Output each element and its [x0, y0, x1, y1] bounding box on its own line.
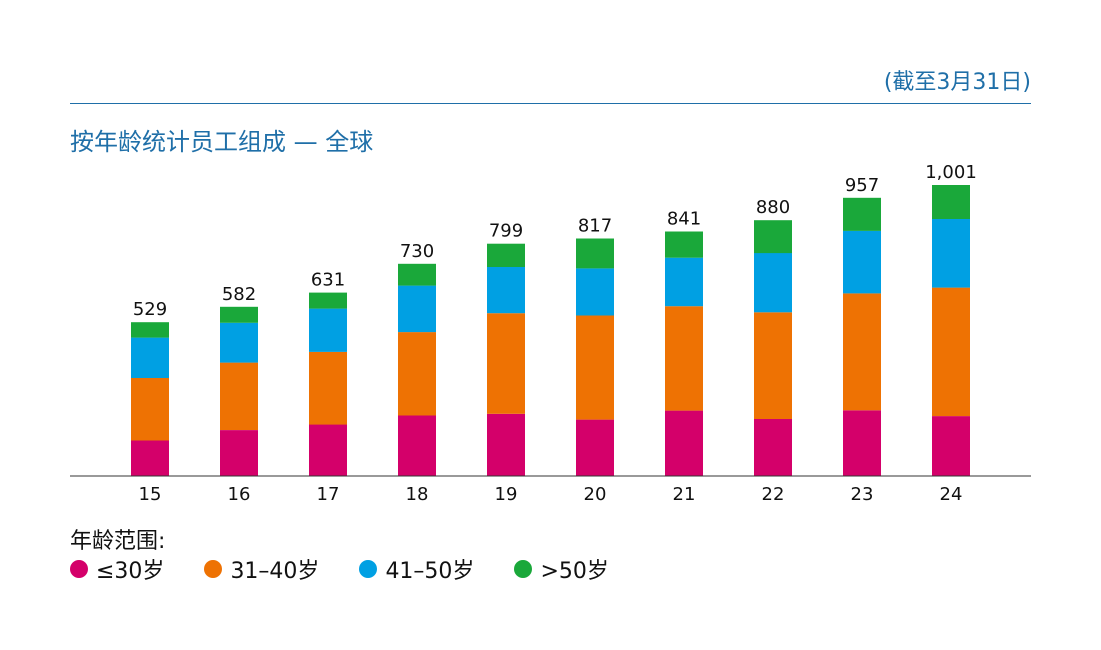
bar-segment-under-30-21	[665, 410, 703, 476]
x-tick-15: 15	[139, 484, 162, 505]
total-label-19: 799	[489, 221, 523, 242]
bar-segment-under-30-19	[487, 413, 525, 476]
total-label-15: 529	[133, 299, 167, 320]
legend-label: >50岁	[540, 559, 609, 584]
total-label-20: 817	[578, 216, 612, 237]
bar-segment-under-30-23	[843, 410, 881, 476]
bar-segment-41-50-20	[576, 268, 614, 316]
legend: ≤30岁 31–40岁 41–50岁 >50岁	[70, 553, 649, 585]
bar-segment-31-40-19	[487, 313, 525, 414]
legend-swatch	[514, 560, 533, 578]
bar-segment-under-30-24	[932, 416, 970, 476]
date-note: (截至3月31日)	[883, 70, 1031, 95]
bar-segment-over-50-17	[309, 292, 347, 309]
legend-item-over-50: >50岁	[514, 553, 609, 585]
bar-segment-31-40-20	[576, 315, 614, 420]
bar-segment-over-50-23	[843, 197, 881, 231]
bar-segment-under-30-17	[309, 424, 347, 476]
bar-segment-over-50-21	[665, 231, 703, 258]
bar-segment-41-50-23	[843, 230, 881, 294]
bar-group: 529 582 631 730 799 817 841 880 957 1,001	[131, 162, 977, 476]
legend-item-under-30: ≤30岁	[70, 553, 164, 585]
header-divider	[70, 103, 1031, 104]
bar-segment-31-40-21	[665, 306, 703, 411]
x-tick-labels: 15 16 17 18 19 20 21 22 23 24	[139, 484, 963, 505]
x-tick-24: 24	[940, 484, 963, 505]
bar-segment-31-40-17	[309, 351, 347, 425]
bar-segment-over-50-16	[220, 306, 258, 323]
legend-swatch	[359, 560, 378, 578]
bar-segment-over-50-24	[932, 185, 970, 219]
x-tick-16: 16	[228, 484, 251, 505]
x-tick-22: 22	[762, 484, 785, 505]
bar-segment-41-50-21	[665, 257, 703, 307]
legend-item-41-50: 41–50岁	[359, 553, 474, 585]
bar-segment-41-50-22	[754, 253, 792, 313]
bar-segment-under-30-16	[220, 430, 258, 476]
total-label-21: 841	[667, 209, 701, 230]
legend-item-31-40: 31–40岁	[204, 553, 319, 585]
bar-segment-under-30-22	[754, 419, 792, 476]
bar-segment-over-50-20	[576, 238, 614, 269]
bar-segment-41-50-19	[487, 267, 525, 314]
legend-swatch	[204, 560, 223, 578]
bar-segment-41-50-24	[932, 219, 970, 288]
bar-segment-31-40-23	[843, 293, 881, 411]
bar-segment-41-50-16	[220, 322, 258, 363]
total-label-17: 631	[311, 270, 345, 291]
total-label-23: 957	[845, 175, 879, 196]
x-tick-19: 19	[495, 484, 518, 505]
legend-swatch	[70, 560, 88, 578]
bar-segment-41-50-15	[131, 337, 169, 378]
total-label-22: 880	[756, 197, 790, 218]
total-label-18: 730	[400, 241, 434, 262]
bar-segment-41-50-17	[309, 308, 347, 352]
bar-segment-31-40-24	[932, 287, 970, 417]
bar-segment-31-40-16	[220, 362, 258, 430]
x-tick-18: 18	[406, 484, 429, 505]
x-tick-17: 17	[317, 484, 340, 505]
x-tick-23: 23	[851, 484, 874, 505]
bar-segment-41-50-18	[398, 285, 436, 333]
bar-segment-over-50-18	[398, 263, 436, 286]
chart-title: 按年龄统计员工组成 — 全球	[70, 128, 374, 156]
bar-segment-31-40-22	[754, 312, 792, 419]
bar-segment-over-50-15	[131, 322, 169, 338]
x-tick-21: 21	[673, 484, 696, 505]
bar-segment-over-50-19	[487, 243, 525, 267]
bar-segment-31-40-18	[398, 332, 436, 416]
bar-segment-under-30-18	[398, 415, 436, 476]
legend-label: ≤30岁	[96, 559, 165, 584]
x-tick-20: 20	[584, 484, 607, 505]
legend-label: 41–50岁	[385, 559, 475, 584]
total-label-16: 582	[222, 284, 256, 305]
legend-title: 年龄范围:	[70, 529, 166, 554]
bar-segment-31-40-15	[131, 378, 169, 441]
legend-label: 31–40岁	[230, 559, 320, 584]
total-label-24: 1,001	[925, 162, 977, 183]
bar-segment-under-30-20	[576, 419, 614, 476]
bar-segment-under-30-15	[131, 440, 169, 476]
bar-segment-over-50-22	[754, 220, 792, 254]
